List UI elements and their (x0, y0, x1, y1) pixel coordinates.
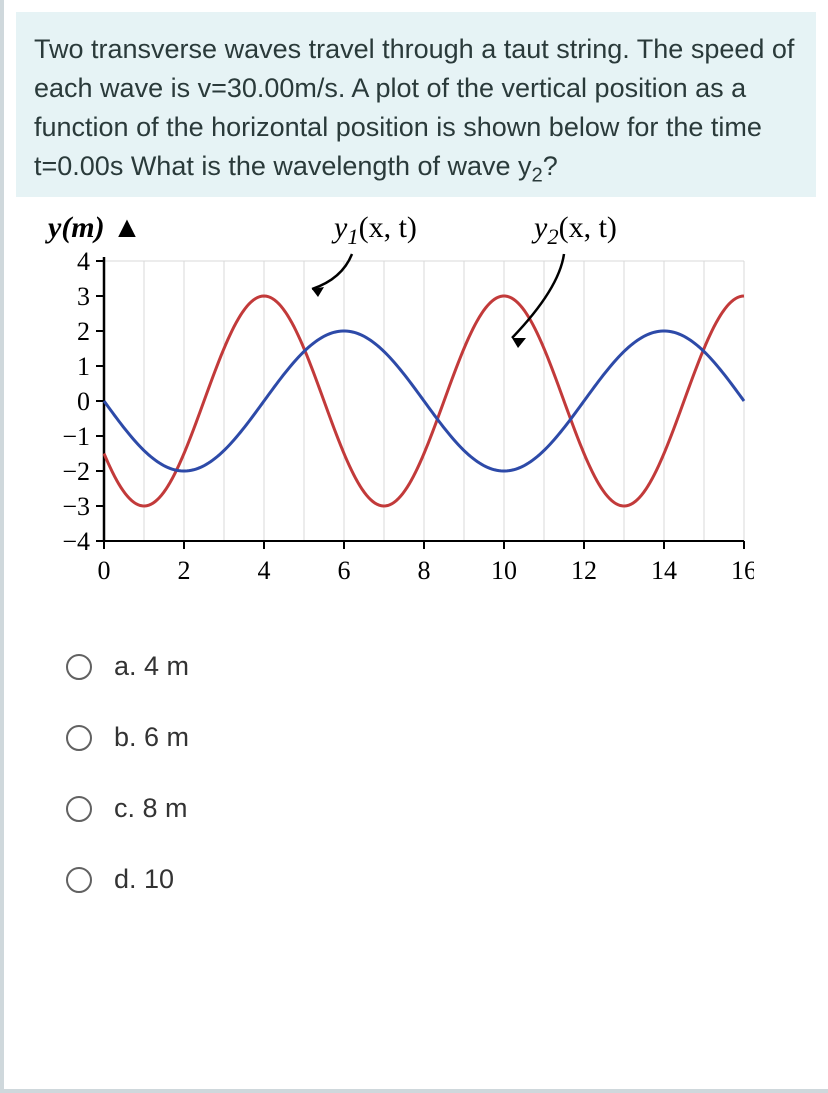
answer-option-a[interactable]: a. 4 m (66, 631, 796, 702)
svg-text:3: 3 (77, 282, 90, 311)
y1-label-letter: y (334, 211, 347, 244)
svg-text:16: 16 (731, 556, 754, 585)
svg-text:−3: −3 (62, 492, 90, 521)
y2-curve-label: y2(x, t) (534, 211, 617, 250)
y1-curve-label: y1(x, t) (334, 211, 417, 250)
answers-list: a. 4 m b. 6 m c. 8 m d. 10 (16, 611, 816, 935)
svg-text:10: 10 (491, 556, 517, 585)
chart-container: y(m) ▲ y1(x, t) y2(x, t) 43210−1−2−3−402… (16, 197, 816, 611)
svg-text:−4: −4 (62, 527, 90, 556)
svg-text:0: 0 (77, 387, 90, 416)
svg-text:12: 12 (571, 556, 597, 585)
y1-label-args: (x, t) (359, 211, 417, 244)
radio-icon (66, 725, 92, 751)
answer-label: b. 6 m (114, 722, 189, 753)
svg-text:0: 0 (98, 556, 111, 585)
question-paragraph: Two transverse waves travel through a ta… (34, 34, 794, 181)
svg-text:−1: −1 (62, 422, 90, 451)
answer-label: c. 8 m (114, 793, 188, 824)
answer-option-b[interactable]: b. 6 m (66, 702, 796, 773)
y2-label-args: (x, t) (559, 211, 617, 244)
y-axis-label-text: y(m) (48, 211, 105, 244)
svg-text:2: 2 (77, 317, 90, 346)
svg-text:14: 14 (651, 556, 677, 585)
y1-label-sub: 1 (347, 224, 358, 249)
question-text: Two transverse waves travel through a ta… (16, 12, 816, 197)
svg-text:8: 8 (418, 556, 431, 585)
answer-label: a. 4 m (114, 651, 189, 682)
radio-icon (66, 654, 92, 680)
answer-option-c[interactable]: c. 8 m (66, 773, 796, 844)
svg-text:4: 4 (77, 251, 90, 276)
page: Two transverse waves travel through a ta… (0, 0, 828, 1093)
y2-label-letter: y (534, 211, 547, 244)
question-block: Two transverse waves travel through a ta… (16, 12, 816, 935)
answer-option-d[interactable]: d. 10 (66, 844, 796, 915)
radio-icon (66, 796, 92, 822)
y2-label-sub: 2 (547, 224, 558, 249)
wave-chart: 43210−1−2−3−40246810121416 (34, 251, 754, 591)
answer-label: d. 10 (114, 864, 174, 895)
svg-text:−2: −2 (62, 457, 90, 486)
radio-icon (66, 867, 92, 893)
question-tail: ? (543, 151, 558, 181)
svg-text:6: 6 (338, 556, 351, 585)
svg-text:4: 4 (258, 556, 271, 585)
question-subscript: 2 (532, 165, 543, 187)
svg-text:1: 1 (77, 352, 90, 381)
svg-text:2: 2 (178, 556, 191, 585)
y-axis-label: y(m) ▲ (48, 211, 142, 245)
